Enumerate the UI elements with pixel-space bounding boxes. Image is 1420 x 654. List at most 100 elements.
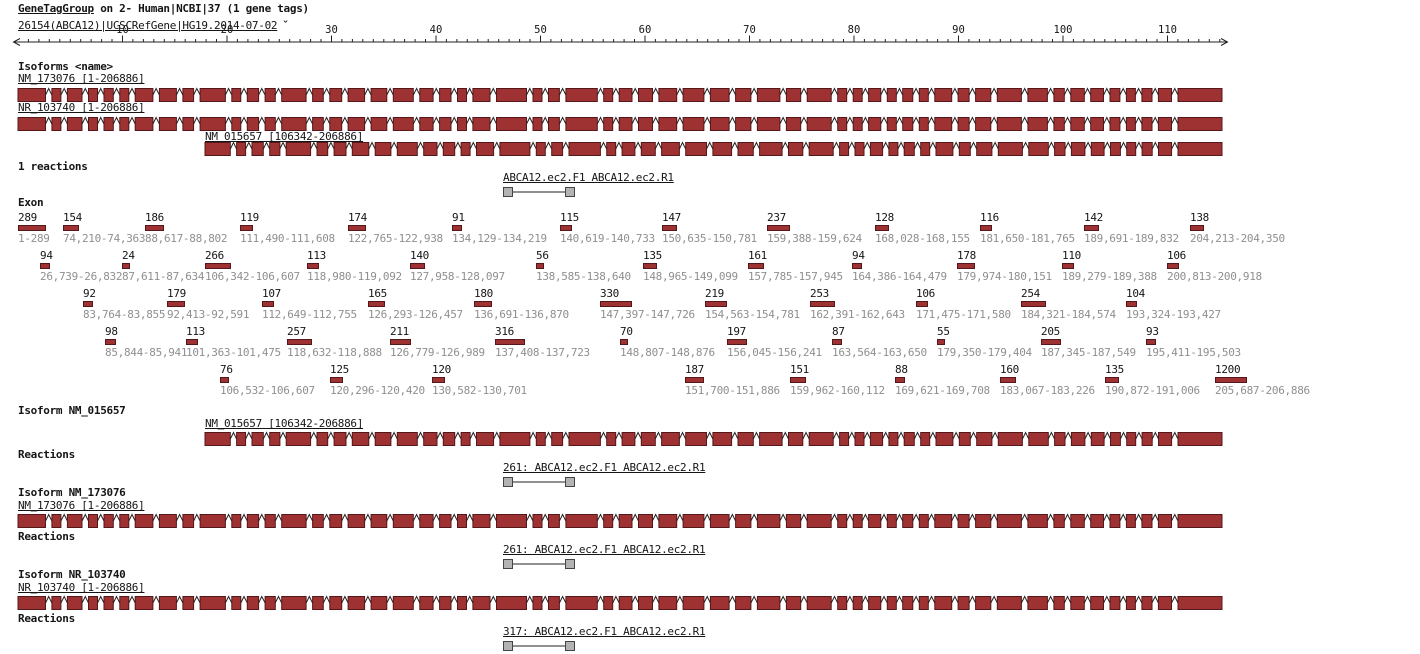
exon-box[interactable] (1053, 117, 1065, 131)
reaction-glyph[interactable] (0, 556, 1420, 572)
isoform-track[interactable] (0, 140, 1420, 158)
exon-box[interactable] (17, 117, 46, 131)
exon-box[interactable] (806, 117, 832, 131)
exon-box[interactable] (374, 432, 392, 446)
exon-box[interactable] (1141, 88, 1153, 102)
exon-box[interactable] (785, 117, 802, 131)
exon-entry[interactable]: 289 1-289 (18, 212, 50, 244)
exon-entry[interactable]: 70 148,807-148,876 (620, 326, 715, 358)
exon-entry[interactable]: 147 150,635-150,781 (662, 212, 757, 244)
exon-box[interactable] (565, 88, 598, 102)
exon-box[interactable] (333, 142, 347, 156)
exon-box[interactable] (868, 514, 882, 528)
exon-box[interactable] (712, 142, 733, 156)
exon-box[interactable] (1090, 596, 1104, 610)
exon-entry[interactable]: 161 157,785-157,945 (748, 250, 843, 282)
exon-box[interactable] (548, 514, 560, 528)
exon-box[interactable] (496, 596, 527, 610)
exon-box[interactable] (837, 514, 848, 528)
exon-box[interactable] (839, 432, 850, 446)
exon-box[interactable] (472, 514, 491, 528)
exon-box[interactable] (472, 596, 491, 610)
exon-box[interactable] (1070, 88, 1085, 102)
exon-box[interactable] (806, 514, 832, 528)
exon-box[interactable] (51, 117, 62, 131)
exon-box[interactable] (1053, 514, 1065, 528)
exon-box[interactable] (785, 596, 802, 610)
exon-box[interactable] (565, 117, 598, 131)
exon-box[interactable] (918, 514, 929, 528)
exon-entry[interactable]: 120 130,582-130,701 (432, 364, 527, 396)
exon-box[interactable] (1157, 596, 1173, 610)
isoform-track[interactable] (0, 86, 1420, 104)
exon-box[interactable] (246, 88, 260, 102)
exon-box[interactable] (709, 88, 730, 102)
exon-box[interactable] (852, 88, 863, 102)
exon-box[interactable] (1177, 142, 1223, 156)
isoform-track-label[interactable]: NM_173076 [1-206886] (18, 72, 145, 85)
exon-entry[interactable]: 113 101,363-101,475 (186, 326, 281, 358)
exon-box[interactable] (1090, 432, 1105, 446)
exon-box[interactable] (66, 514, 83, 528)
exon-entry[interactable]: 107 112,649-112,755 (262, 288, 357, 320)
exon-box[interactable] (1070, 117, 1085, 131)
exon-box[interactable] (66, 117, 83, 131)
exon-box[interactable] (756, 88, 781, 102)
exon-box[interactable] (457, 596, 467, 610)
reaction-glyph[interactable] (0, 184, 1420, 200)
exon-entry[interactable]: 316 137,408-137,723 (495, 326, 590, 358)
exon-entry[interactable]: 140 127,958-128,097 (410, 250, 505, 282)
exon-box[interactable] (103, 117, 114, 131)
exon-box[interactable] (709, 117, 730, 131)
exon-box[interactable] (532, 596, 543, 610)
exon-box[interactable] (735, 596, 752, 610)
exon-box[interactable] (182, 117, 195, 131)
exon-entry[interactable]: 24 87,611-87,634 (122, 250, 205, 282)
exon-box[interactable] (281, 117, 307, 131)
exon-box[interactable] (868, 88, 882, 102)
exon-box[interactable] (661, 432, 680, 446)
isoform-track[interactable] (0, 594, 1420, 612)
exon-box[interactable] (246, 596, 260, 610)
exon-entry[interactable]: 93 195,411-195,503 (1146, 326, 1241, 358)
exon-box[interactable] (996, 596, 1022, 610)
exon-box[interactable] (638, 596, 653, 610)
exon-box[interactable] (1157, 88, 1173, 102)
exon-box[interactable] (658, 596, 678, 610)
exon-box[interactable] (419, 88, 434, 102)
exon-entry[interactable]: 174 122,765-122,938 (348, 212, 443, 244)
exon-box[interactable] (975, 117, 992, 131)
exon-box[interactable] (231, 514, 242, 528)
exon-box[interactable] (119, 596, 130, 610)
exon-box[interactable] (496, 514, 527, 528)
exon-box[interactable] (199, 596, 226, 610)
exon-box[interactable] (1027, 596, 1048, 610)
exon-box[interactable] (565, 596, 598, 610)
exon-box[interactable] (788, 432, 804, 446)
exon-entry[interactable]: 94 164,386-164,479 (852, 250, 947, 282)
exon-box[interactable] (285, 432, 312, 446)
exon-box[interactable] (236, 432, 247, 446)
exon-entry[interactable]: 110 189,279-189,388 (1062, 250, 1157, 282)
exon-box[interactable] (888, 432, 899, 446)
exon-box[interactable] (957, 88, 970, 102)
exon-box[interactable] (119, 117, 130, 131)
exon-box[interactable] (1090, 88, 1104, 102)
exon-box[interactable] (231, 88, 242, 102)
exon-box[interactable] (66, 88, 83, 102)
exon-box[interactable] (603, 596, 614, 610)
exon-box[interactable] (548, 88, 560, 102)
exon-box[interactable] (88, 596, 98, 610)
reverse-primer-box[interactable] (565, 477, 575, 487)
exon-box[interactable] (852, 596, 863, 610)
exon-box[interactable] (457, 117, 467, 131)
exon-box[interactable] (312, 514, 324, 528)
exon-box[interactable] (472, 117, 491, 131)
exon-box[interactable] (419, 596, 434, 610)
exon-entry[interactable]: 187 151,700-151,886 (685, 364, 780, 396)
exon-box[interactable] (837, 88, 848, 102)
exon-entry[interactable]: 219 154,563-154,781 (705, 288, 800, 320)
exon-box[interactable] (423, 142, 438, 156)
exon-box[interactable] (1027, 514, 1048, 528)
exon-box[interactable] (903, 432, 915, 446)
